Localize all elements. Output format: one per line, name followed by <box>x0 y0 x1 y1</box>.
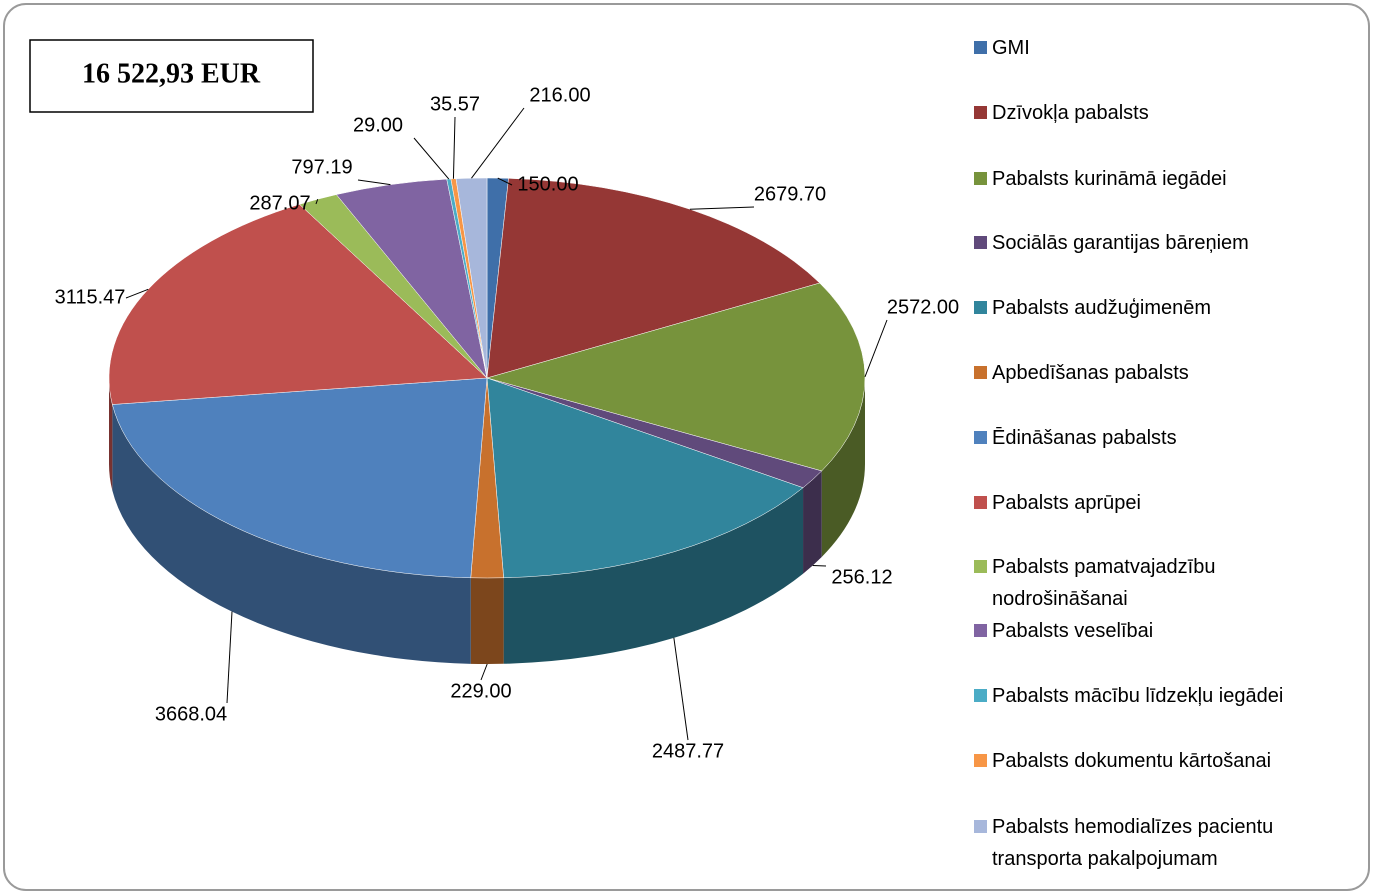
data-label: 229.00 <box>450 680 511 702</box>
legend-label: Pabalsts dokumentu kārtošanai <box>992 750 1272 772</box>
legend-item: Pabalsts dokumentu kārtošanai <box>970 745 1342 777</box>
legend-item: GMI <box>970 32 1342 64</box>
leader-line <box>471 107 525 179</box>
legend-item: Pabalsts hemodialīzes pacientu transport… <box>970 811 1342 875</box>
legend-item: Apbedīšanas pabalsts <box>970 357 1342 389</box>
legend-label: Sociālās garantijas bāreņiem <box>992 232 1249 254</box>
legend-swatch <box>974 689 987 702</box>
legend-swatch <box>974 41 987 54</box>
slice-side <box>470 577 504 664</box>
chart-title: 16 522,93 EUR <box>82 58 261 89</box>
slice-side <box>821 378 865 557</box>
legend-item: Pabalsts audžuģimenēm <box>970 292 1342 324</box>
data-label: 2679.70 <box>754 183 826 205</box>
leader-line <box>480 663 488 681</box>
legend-label: Pabalsts audžuģimenēm <box>992 297 1212 319</box>
legend-label: Apbedīšanas pabalsts <box>992 362 1189 384</box>
legend-label: Pabalsts pamatvajadzību nodrošināšanai <box>992 556 1216 610</box>
legend-item: Pabalsts veselībai <box>970 615 1342 647</box>
legend-label: Dzīvokļa pabalsts <box>992 102 1149 124</box>
leader-line <box>413 137 450 180</box>
legend-label: Pabalsts aprūpei <box>992 492 1141 514</box>
slice-side <box>112 404 471 664</box>
legend-swatch <box>974 431 987 444</box>
legend-swatch <box>974 236 987 249</box>
leader-line <box>812 564 827 567</box>
slice <box>486 282 866 472</box>
legend-item: Sociālās garantijas bāreņiem <box>970 227 1342 259</box>
legend-label: Pabalsts veselībai <box>992 620 1154 642</box>
legend-swatch <box>974 172 987 185</box>
leader-line <box>673 637 689 741</box>
legend-swatch <box>974 366 987 379</box>
leader-line <box>497 177 513 186</box>
legend-item: Dzīvokļa pabalsts <box>970 97 1342 129</box>
leader-line <box>315 199 319 205</box>
legend-item: Pabalsts kurināmā iegādei <box>970 163 1342 195</box>
leader-line <box>357 179 391 186</box>
data-label: 3115.47 <box>55 286 126 308</box>
data-label: 287.07 <box>249 192 310 214</box>
data-label: 216.00 <box>529 84 590 106</box>
legend-label: Pabalsts hemodialīzes pacientu transport… <box>992 816 1274 870</box>
data-label: 3668.04 <box>155 703 227 725</box>
legend-label: Ēdināšanas pabalsts <box>992 427 1177 449</box>
legend-swatch <box>974 301 987 314</box>
legend-item: Pabalsts pamatvajadzību nodrošināšanai <box>970 551 1342 615</box>
title-box <box>29 39 314 113</box>
slice-side <box>503 487 804 664</box>
legend-swatch <box>974 560 987 573</box>
slice <box>112 377 488 579</box>
legend-label: Pabalsts mācību līdzekļu iegādei <box>992 685 1284 707</box>
data-label: 35.57 <box>430 93 480 115</box>
leader-line <box>689 206 755 210</box>
data-label: 150.00 <box>517 173 578 195</box>
legend-swatch <box>974 106 987 119</box>
data-label: 256.12 <box>831 566 892 588</box>
legend-swatch <box>974 820 987 833</box>
legend-label: Pabalsts kurināmā iegādei <box>992 168 1227 190</box>
leader-line <box>226 611 233 704</box>
data-label: 2487.77 <box>652 740 724 762</box>
leader-line <box>864 319 888 378</box>
slice-side <box>109 378 113 491</box>
legend-item: Pabalsts mācību līdzekļu iegādei <box>970 680 1342 712</box>
slice-side <box>803 470 822 574</box>
leader-line <box>452 116 456 179</box>
legend-item: Pabalsts aprūpei <box>970 487 1342 519</box>
data-label: 2572.00 <box>887 296 959 318</box>
leader-line <box>125 288 149 299</box>
legend-swatch <box>974 754 987 767</box>
data-label: 797.19 <box>291 156 352 178</box>
legend-swatch <box>974 624 987 637</box>
legend-label: GMI <box>992 37 1030 59</box>
legend-item: Ēdināšanas pabalsts <box>970 422 1342 454</box>
slice <box>486 377 804 579</box>
data-label: 29.00 <box>353 114 403 136</box>
legend-swatch <box>974 496 987 509</box>
